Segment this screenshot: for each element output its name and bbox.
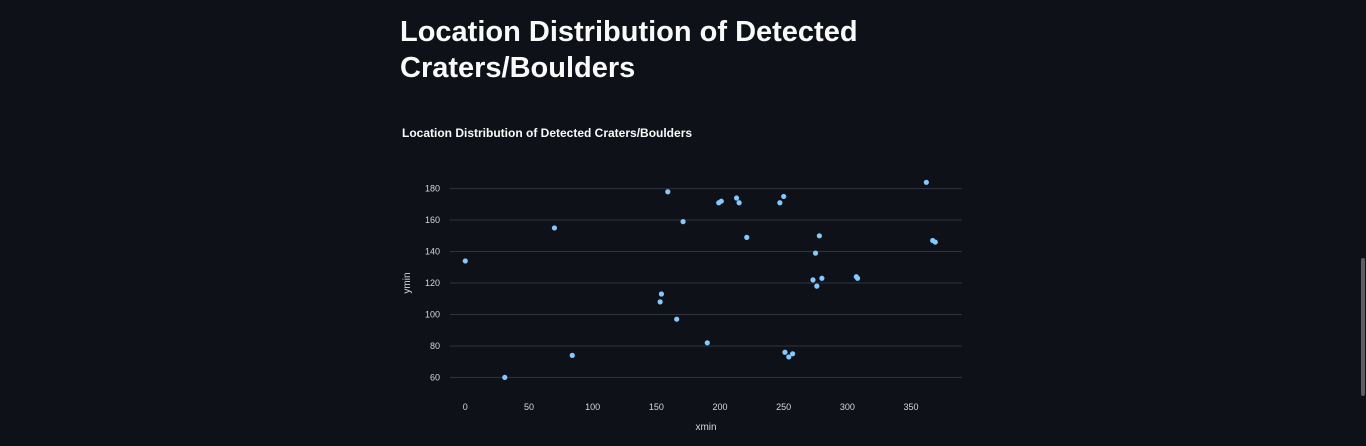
data-point[interactable] <box>569 352 575 358</box>
page-scrollbar[interactable] <box>1361 258 1365 396</box>
data-point[interactable] <box>658 291 665 297</box>
y-tick-label: 120 <box>425 278 440 288</box>
data-point[interactable] <box>657 299 663 305</box>
data-point[interactable] <box>819 275 825 281</box>
x-tick-label: 150 <box>649 402 664 412</box>
data-point[interactable] <box>462 258 468 264</box>
data-point[interactable] <box>810 277 816 283</box>
y-tick-label: 80 <box>430 341 440 351</box>
data-point[interactable] <box>674 316 680 322</box>
data-point[interactable] <box>782 349 788 355</box>
data-point[interactable] <box>786 354 792 360</box>
x-axis-title: xmin <box>695 422 716 433</box>
x-tick-label: 250 <box>776 402 791 412</box>
x-tick-label: 350 <box>904 402 919 412</box>
data-point[interactable] <box>790 351 796 357</box>
data-point[interactable] <box>736 200 742 206</box>
y-tick-label: 60 <box>430 372 440 382</box>
grid-lines <box>450 188 962 378</box>
data-point[interactable] <box>781 193 787 200</box>
data-point[interactable] <box>777 200 783 206</box>
data-point[interactable] <box>704 340 710 346</box>
x-tick-label: 200 <box>712 402 727 412</box>
page-title: Location Distribution of Detected Crater… <box>400 16 858 84</box>
data-point[interactable] <box>814 283 820 289</box>
data-point[interactable] <box>680 219 686 225</box>
y-tick-label: 140 <box>425 247 440 257</box>
data-point[interactable] <box>744 234 750 240</box>
x-tick-label: 300 <box>840 402 855 412</box>
data-point[interactable] <box>923 179 929 185</box>
x-tick-labels: 0 50 100 150 200 250 300 350 <box>463 402 919 412</box>
data-point[interactable] <box>812 250 819 256</box>
data-point[interactable] <box>932 239 938 245</box>
data-point[interactable] <box>665 189 671 195</box>
chart-container: Location Distribution of Detected Crater… <box>396 120 976 446</box>
y-tick-label: 100 <box>425 309 440 319</box>
scatter-plot[interactable]: 60 80 100 120 140 160 180 0 50 100 150 200 250 300 35… <box>396 120 976 446</box>
data-point[interactable] <box>854 275 861 281</box>
data-point[interactable] <box>816 233 822 239</box>
y-tick-label: 180 <box>425 184 440 194</box>
data-point[interactable] <box>502 374 508 381</box>
x-tick-label: 0 <box>463 402 468 412</box>
chart-title: Location Distribution of Detected Crater… <box>402 126 693 140</box>
y-tick-label: 160 <box>425 215 440 225</box>
x-tick-label: 50 <box>524 402 534 412</box>
data-points <box>462 179 938 381</box>
data-point[interactable] <box>718 198 724 204</box>
data-point[interactable] <box>551 225 558 231</box>
y-tick-labels: 60 80 100 120 140 160 180 <box>425 184 440 383</box>
x-tick-label: 100 <box>585 402 600 412</box>
y-axis-title: ymin <box>402 272 413 293</box>
data-point[interactable] <box>733 195 740 201</box>
